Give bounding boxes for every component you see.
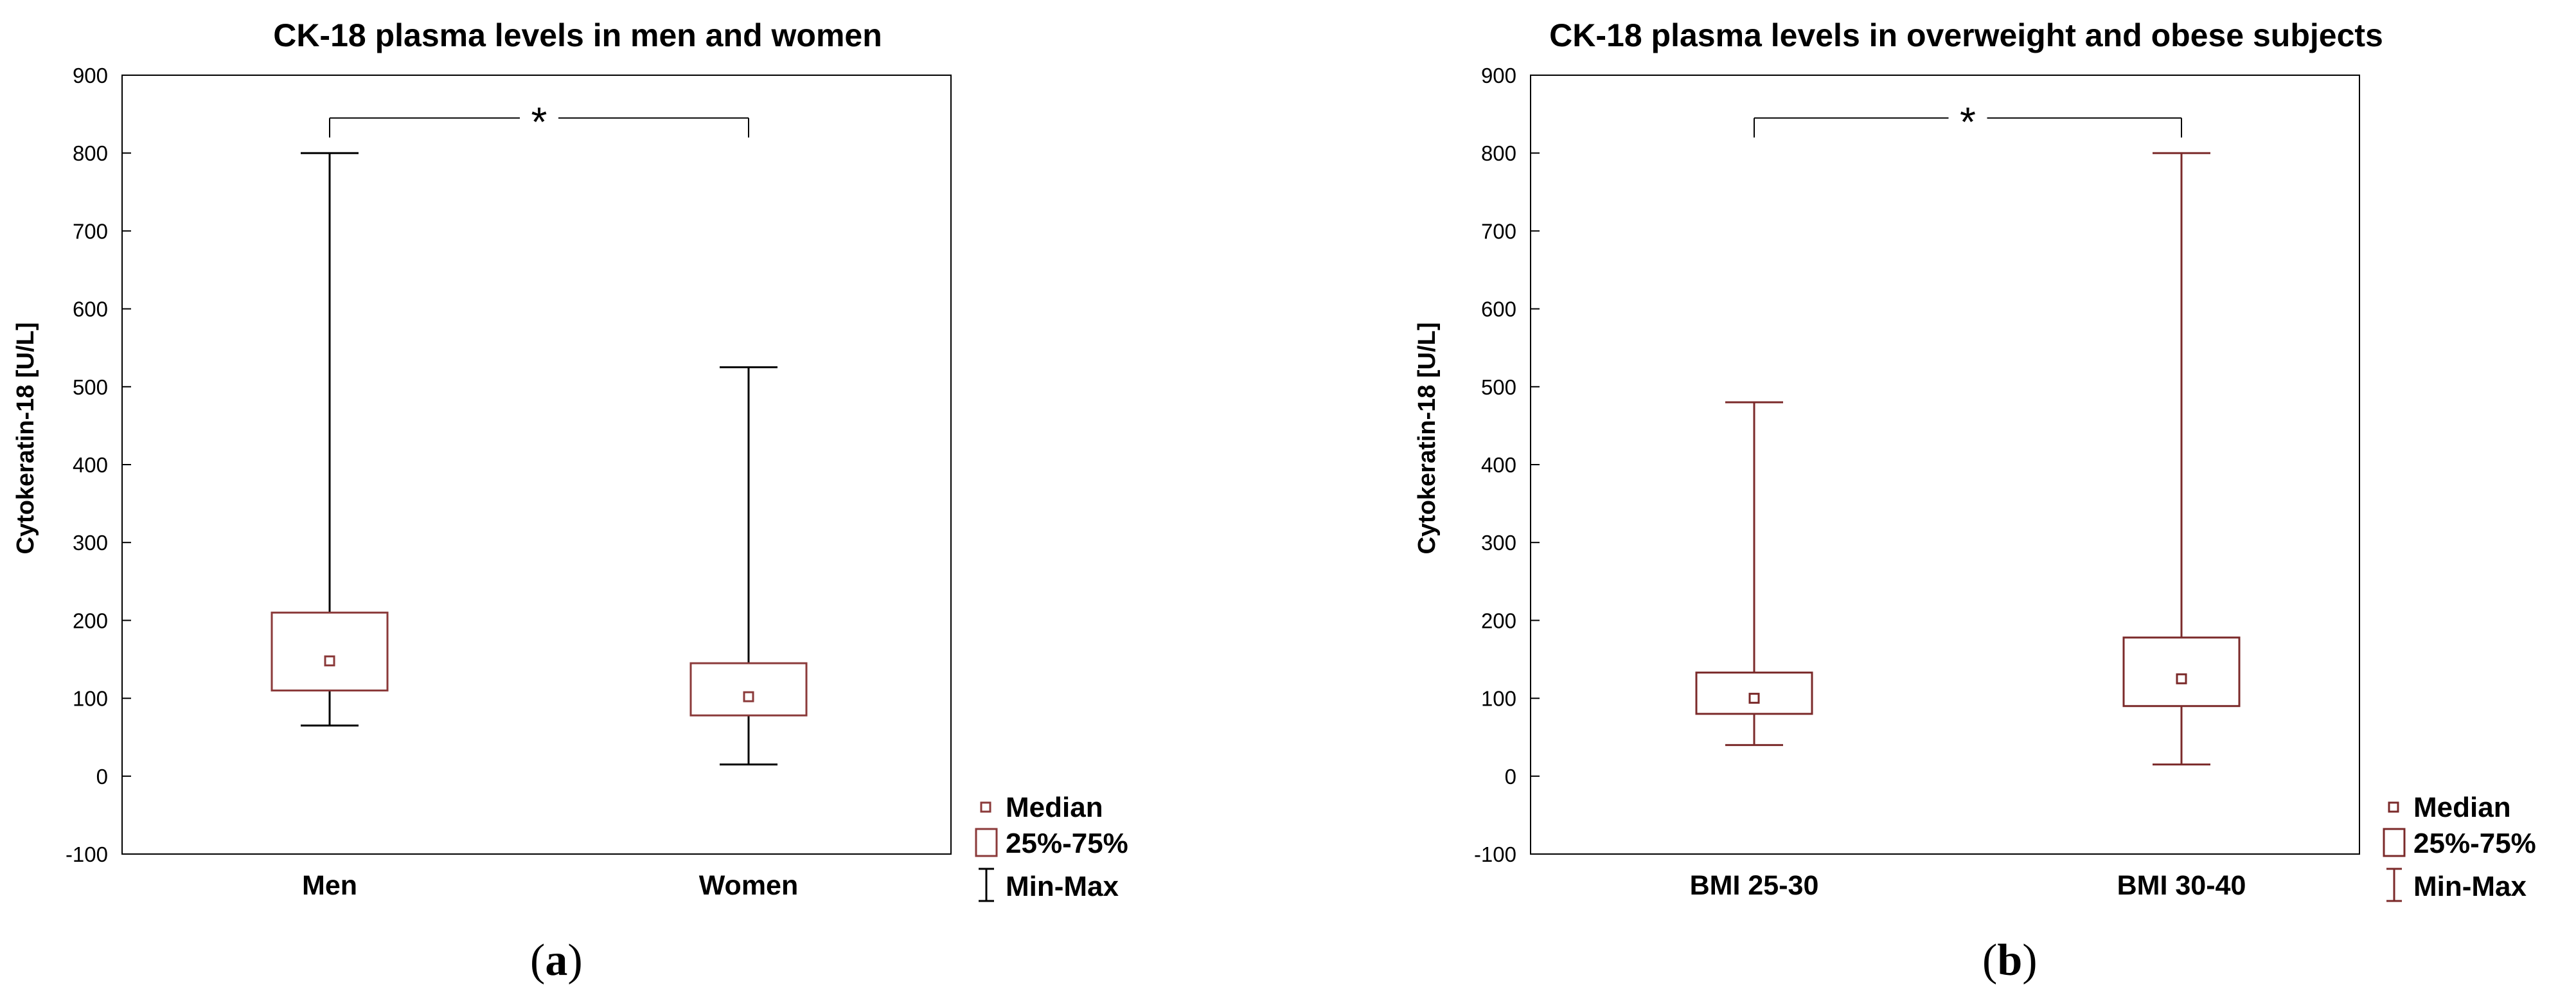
chart-a-median-marker — [324, 655, 335, 666]
chart-b-iqr-box — [2122, 636, 2241, 708]
chart-b-ytick-label: -100 — [1474, 842, 1516, 866]
chart-a-panel-letter: a — [545, 936, 567, 985]
chart-b-significance-star: * — [1960, 99, 1976, 145]
chart-a-ytick-label: 700 — [73, 219, 108, 243]
chart-b-panel-label: (b) — [1982, 936, 2038, 985]
chart-b-median-marker — [2176, 673, 2187, 684]
chart-b-significance: * — [1754, 99, 2182, 145]
chart-a-legend-median-marker — [980, 801, 991, 813]
chart-b-box-bmi-30-40 — [2122, 152, 2241, 766]
chart-a-iqr-box — [689, 662, 808, 717]
chart-b-ytick-label: 700 — [1481, 219, 1516, 243]
chart-a-category-label-men: Men — [302, 870, 357, 901]
chart-a: CK-18 plasma levels in men and women Cyt… — [12, 17, 1128, 985]
chart-b-legend-box-label: 25%-75% — [2413, 828, 2536, 859]
chart-b-ytick-label: 0 — [1505, 765, 1516, 789]
chart-a-legend-box-label: 25%-75% — [1006, 828, 1128, 859]
chart-a-plot-frame — [121, 75, 952, 855]
chart-a-ytick-label: 200 — [73, 609, 108, 632]
chart-b-ytick-label: 500 — [1481, 375, 1516, 399]
chart-a-median-marker — [743, 691, 754, 702]
chart-b-legend-box-marker — [2383, 828, 2406, 857]
chart-b-ytick-label: 300 — [1481, 531, 1516, 555]
chart-a-iqr-box — [271, 611, 389, 691]
chart-a-ytick-label: 600 — [73, 298, 108, 321]
chart-b-median-marker — [1748, 693, 1760, 704]
chart-a-box-men — [271, 152, 389, 727]
chart-b-y-ticks: 900 800 700 600 500 400 300 200 100 0 -100 — [1474, 64, 1540, 866]
chart-b-plot-frame — [1530, 75, 2360, 855]
chart-a-category-label-women: Women — [699, 870, 799, 901]
chart-a-y-ticks: 900 800 700 600 500 400 300 200 100 0 -100 — [66, 64, 131, 866]
chart-a-boxes — [271, 152, 808, 766]
chart-a-legend-median-label: Median — [1006, 792, 1103, 823]
chart-b: CK-18 plasma levels in overweight and ob… — [1414, 17, 2536, 985]
chart-b-legend-median-marker — [2388, 801, 2399, 813]
chart-a-legend-whisker-label: Min-Max — [1006, 871, 1119, 902]
chart-b-ytick-label: 400 — [1481, 453, 1516, 477]
chart-b-panel-letter: b — [1997, 936, 2022, 985]
chart-b-legend: Median 25%-75% Min-Max — [2383, 792, 2536, 902]
chart-a-ytick-label: -100 — [66, 842, 108, 866]
chart-a-box-women — [689, 366, 808, 766]
chart-a-ytick-label: 400 — [73, 453, 108, 477]
chart-b-category-label-bmi-25-30: BMI 25-30 — [1690, 870, 1819, 901]
chart-a-ytick-label: 300 — [73, 531, 108, 555]
chart-a-ytick-label: 0 — [96, 765, 108, 789]
chart-b-ytick-label: 800 — [1481, 141, 1516, 165]
chart-b-box-bmi-25-30 — [1695, 401, 1813, 746]
chart-b-title: CK-18 plasma levels in overweight and ob… — [1549, 17, 2383, 53]
chart-a-significance-star: * — [531, 99, 547, 145]
chart-a-title: CK-18 plasma levels in men and women — [273, 17, 882, 53]
chart-b-ytick-label: 900 — [1481, 64, 1516, 87]
chart-a-ylabel: Cytokeratin-18 [U/L] — [12, 322, 39, 554]
chart-a-significance: * — [329, 99, 749, 145]
chart-b-category-label-bmi-30-40: BMI 30-40 — [2117, 870, 2246, 901]
chart-a-legend: Median 25%-75% Min-Max — [975, 792, 1128, 902]
chart-a-ytick-label: 100 — [73, 687, 108, 711]
chart-a-ytick-label: 900 — [73, 64, 108, 87]
chart-a-ytick-label: 500 — [73, 375, 108, 399]
chart-b-legend-whisker-label: Min-Max — [2413, 871, 2527, 902]
chart-b-ytick-label: 200 — [1481, 609, 1516, 632]
chart-a-panel-label: (a) — [530, 936, 583, 985]
chart-b-ytick-label: 600 — [1481, 298, 1516, 321]
chart-a-legend-box-marker — [975, 828, 998, 857]
chart-a-ytick-label: 800 — [73, 141, 108, 165]
chart-b-legend-median-label: Median — [2413, 792, 2511, 823]
chart-b-boxes — [1695, 152, 2241, 766]
chart-b-ylabel: Cytokeratin-18 [U/L] — [1414, 322, 1441, 554]
chart-b-ytick-label: 100 — [1481, 687, 1516, 711]
